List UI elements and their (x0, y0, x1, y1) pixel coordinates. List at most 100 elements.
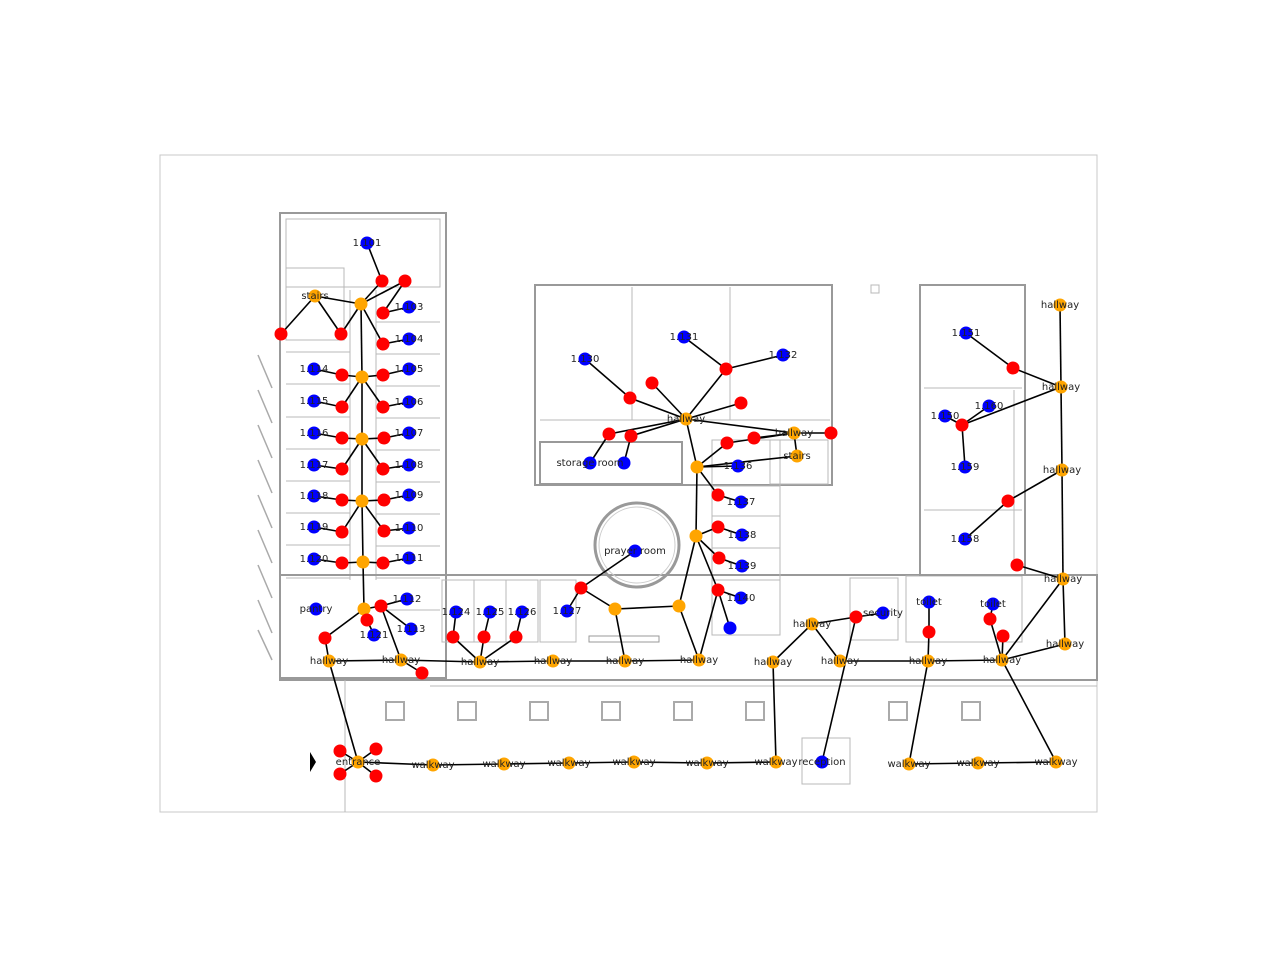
node-label: walkway (1034, 757, 1077, 768)
node-label: hallway (1044, 574, 1082, 585)
room-node (723, 621, 737, 635)
room-node (402, 488, 416, 502)
graph-edge (651, 382, 687, 420)
graph-edge (1062, 578, 1066, 645)
prayer-room-round (593, 501, 681, 589)
graph-edge (927, 659, 1003, 662)
room-node (402, 426, 416, 440)
hallway-node (608, 602, 622, 616)
graph-edge (580, 587, 616, 610)
graph-edge (695, 535, 719, 591)
door-node (477, 630, 491, 644)
door-node (333, 767, 347, 781)
room-node (677, 330, 691, 344)
hallway-node (1054, 380, 1068, 394)
door-node (645, 376, 659, 390)
graph-edge (568, 761, 635, 764)
node-label: hallway (461, 657, 499, 668)
graph-nodes (274, 236, 1072, 783)
room-node (578, 352, 592, 366)
hallway-node (769, 755, 783, 769)
door-node (335, 431, 349, 445)
graph-edge (360, 280, 406, 305)
node-label: toilet (916, 597, 942, 608)
node-label: entrance (336, 757, 381, 768)
hallway-node (357, 602, 371, 616)
node-label: hallway (667, 414, 705, 425)
node-label: hallway (983, 655, 1021, 666)
hallway-node (679, 412, 693, 426)
node-label: 1.104 (395, 334, 424, 345)
room-node (483, 605, 497, 619)
door-node (333, 744, 347, 758)
node-label: 1.114 (300, 364, 329, 375)
room-node (815, 755, 829, 769)
room-node (307, 552, 321, 566)
graph-edge (772, 623, 813, 663)
left-wing-top-room (285, 218, 441, 288)
room-node (404, 622, 418, 636)
storage-room-box (539, 441, 683, 485)
graph-edge (280, 295, 316, 335)
node-label: hallway (1041, 300, 1079, 311)
room-node (583, 456, 597, 470)
door-node (274, 327, 288, 341)
hallway-node (546, 654, 560, 668)
node-label: 1.103 (395, 302, 424, 313)
room-node (307, 489, 321, 503)
door-node (375, 274, 389, 288)
door-node (335, 525, 349, 539)
right-wing-outline (919, 284, 1026, 576)
door-node (318, 631, 332, 645)
door-node (711, 520, 725, 534)
node-label: 1.106 (395, 397, 424, 408)
door-node (1006, 361, 1020, 375)
node-label: hallway (606, 656, 644, 667)
hallway-node (322, 654, 336, 668)
entrance-arrow (310, 752, 316, 772)
hallway-node (995, 653, 1009, 667)
hallway-node (1053, 298, 1067, 312)
graph-edge (1007, 469, 1063, 502)
graph-edge (479, 660, 554, 663)
door-node (335, 556, 349, 570)
door-node (955, 418, 969, 432)
node-label: 1.105 (395, 364, 424, 375)
node-label: toilet (980, 599, 1006, 610)
room-node (628, 544, 642, 558)
node-label: hallway (1042, 382, 1080, 393)
room-node (982, 399, 996, 413)
room-node (402, 395, 416, 409)
door-node (712, 551, 726, 565)
graph-edge (1012, 367, 1062, 388)
hallway-node (355, 370, 369, 384)
graph-edge (685, 402, 742, 420)
node-label: walkway (887, 759, 930, 770)
node-label: 1.121 (360, 630, 389, 641)
hallway-node (1058, 637, 1072, 651)
graph-edge (821, 616, 857, 763)
graph-edge (314, 295, 362, 305)
hallway-node (618, 654, 632, 668)
graph-edge (366, 242, 383, 282)
door-node (922, 625, 936, 639)
hallway-node (355, 432, 369, 446)
node-label: 1.132 (769, 350, 798, 361)
hallway-node (562, 756, 576, 770)
hallway-node (355, 494, 369, 508)
graph-edge (772, 661, 777, 763)
graph-edge (1001, 643, 1066, 661)
room-node (307, 362, 321, 376)
door-node (446, 630, 460, 644)
door-node (335, 368, 349, 382)
graph-edge (961, 424, 966, 468)
graph-edge (432, 763, 505, 766)
graph-edge (314, 295, 342, 335)
graph-edge (1001, 659, 1057, 763)
graph-edge (360, 303, 384, 345)
room-node (400, 592, 414, 606)
door-node (824, 426, 838, 440)
node-label: hallway (821, 656, 859, 667)
graph-edge (696, 465, 739, 468)
hallway-node (787, 426, 801, 440)
